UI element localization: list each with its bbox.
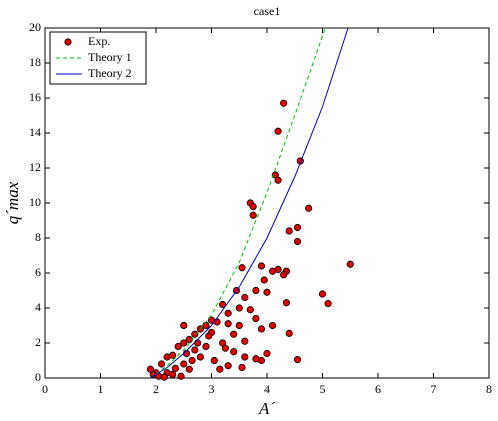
data-point [202, 342, 210, 351]
data-point [293, 356, 302, 364]
x-tick-label: 5 [320, 382, 326, 396]
data-point [238, 363, 246, 372]
y-axis-label: q´max [3, 181, 22, 224]
data-point [171, 364, 180, 372]
data-point [252, 314, 260, 323]
data-point [196, 353, 204, 361]
x-tick-label: 1 [98, 382, 104, 396]
data-point [216, 365, 224, 373]
x-tick-label: 3 [209, 382, 215, 396]
data-point [249, 202, 257, 211]
x-tick-label: 6 [375, 382, 381, 396]
y-tick-label: 14 [29, 125, 41, 139]
data-point [224, 320, 232, 328]
data-point [293, 223, 302, 232]
data-point [274, 127, 282, 135]
x-tick-label: 7 [431, 382, 437, 396]
data-point [163, 353, 171, 361]
data-point [188, 356, 196, 365]
data-point [293, 237, 302, 246]
x-axis-label: A´ [258, 399, 275, 418]
legend-label: Exp. [88, 34, 110, 48]
x-tick-label: 0 [42, 382, 48, 396]
data-point [274, 176, 282, 184]
data-point [169, 370, 177, 379]
data-point [180, 360, 188, 368]
data-point [219, 300, 227, 309]
data-point [180, 339, 188, 347]
data-point [194, 339, 202, 347]
data-point [305, 204, 313, 212]
y-tick-label: 4 [35, 300, 41, 314]
data-point [210, 356, 218, 365]
data-point [160, 373, 168, 381]
y-tick-label: 0 [35, 370, 41, 384]
data-point [219, 339, 227, 347]
data-point [257, 325, 266, 333]
data-point [185, 365, 193, 373]
data-point [230, 348, 238, 356]
x-tick-label: 2 [153, 382, 159, 396]
data-point [324, 300, 332, 308]
data-point [260, 276, 268, 284]
legend-label: Theory 2 [88, 66, 132, 80]
data-point [238, 264, 246, 272]
data-point [280, 271, 288, 279]
data-point [146, 365, 155, 373]
chart-title: case1 [254, 4, 281, 18]
data-point [205, 332, 213, 340]
legend-marker [64, 38, 72, 46]
data-point [191, 330, 199, 338]
data-point [268, 267, 277, 275]
data-point [257, 262, 266, 270]
x-tick-label: 8 [486, 382, 492, 396]
data-point [241, 293, 249, 302]
legend-label: Theory 1 [88, 50, 132, 64]
data-point [177, 372, 185, 380]
data-point [285, 329, 293, 337]
data-point [235, 304, 243, 312]
y-tick-label: 20 [29, 20, 41, 34]
data-point [246, 306, 254, 314]
x-tick-label: 4 [264, 382, 270, 396]
data-point [268, 321, 277, 330]
data-point [224, 362, 232, 370]
y-tick-label: 2 [35, 335, 41, 349]
data-point [202, 321, 210, 330]
plot-area [44, 27, 490, 379]
data-point [252, 355, 260, 363]
data-point [263, 288, 271, 296]
data-point [252, 286, 260, 295]
data-point [285, 227, 293, 235]
data-point [157, 360, 166, 368]
theory-line [150, 28, 349, 378]
y-tick-label: 8 [35, 230, 41, 244]
data-point [249, 211, 257, 219]
data-point [346, 260, 354, 268]
data-point [191, 346, 199, 354]
y-tick-label: 18 [29, 55, 41, 69]
data-point [230, 330, 238, 338]
data-point [241, 337, 249, 345]
data-point [180, 321, 188, 330]
data-point [241, 353, 249, 361]
data-point [174, 342, 182, 351]
data-point [263, 349, 271, 358]
data-point [282, 299, 291, 307]
theory-line [150, 28, 326, 378]
data-point [224, 309, 232, 317]
y-tick-label: 6 [35, 265, 41, 279]
data-point [318, 290, 327, 298]
y-tick-label: 12 [29, 160, 41, 174]
y-tick-label: 10 [29, 195, 41, 209]
data-point [235, 321, 243, 330]
y-tick-label: 16 [29, 90, 41, 104]
data-point [280, 99, 288, 107]
